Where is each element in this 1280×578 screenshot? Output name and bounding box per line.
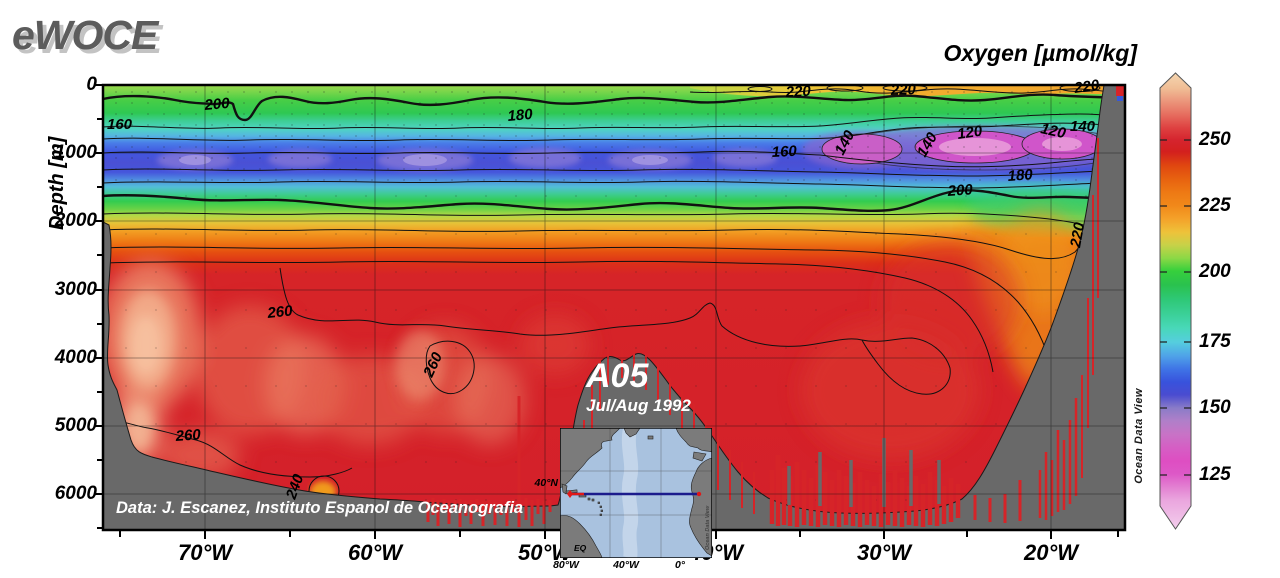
contour-label: 120	[1039, 120, 1068, 142]
inset-map: Ocean Data View	[560, 428, 712, 558]
contour-label: 260	[266, 302, 294, 322]
attribution: Data: J. Escanez, Instituto Espanol de O…	[116, 499, 523, 517]
inset-lon-40w: 40°W	[613, 559, 639, 571]
y-tick-1000: 1000	[54, 142, 97, 163]
inset-odv-watermark: Ocean Data View	[705, 505, 711, 550]
contour-label: 160	[771, 143, 798, 161]
cb-tick-250: 250	[1199, 129, 1231, 150]
colorbar	[1159, 72, 1192, 530]
y-tick-6000: 6000	[54, 483, 97, 504]
odv-watermark: Ocean Data View	[1133, 388, 1145, 484]
colorbar-ticks	[1160, 139, 1191, 476]
cb-tick-150: 150	[1199, 397, 1231, 418]
cb-tick-200: 200	[1199, 261, 1231, 282]
inset-lat-label: 40°N	[534, 477, 558, 489]
plot-title: Oxygen [µmol/kg]	[943, 40, 1137, 66]
section-name: A05	[585, 357, 649, 395]
station-spikes	[426, 138, 1099, 527]
contour-label: 220	[1067, 220, 1088, 249]
y-tick-5000: 5000	[54, 415, 97, 436]
inset-eq-label: EQ	[574, 543, 587, 553]
y-tick-2000: 2000	[54, 210, 97, 231]
section-date: Jul/Aug 1992	[586, 396, 691, 415]
contour-label: 220	[1072, 77, 1101, 98]
gridlines	[103, 85, 1125, 530]
cb-tick-175: 175	[1199, 331, 1231, 352]
contour-label: 120	[956, 123, 984, 143]
x-tick-60w: 60°W	[347, 540, 403, 565]
x-tick-20w: 20°W	[1023, 540, 1079, 565]
cb-tick-225: 225	[1199, 195, 1231, 216]
cb-tick-125: 125	[1199, 464, 1231, 485]
contour-lines	[103, 85, 1125, 507]
contour-label: 260	[174, 426, 202, 445]
contour-label: 220	[890, 81, 917, 99]
contour-label: 200	[203, 95, 231, 114]
inset-lon-0: 0°	[674, 559, 686, 571]
contour-label: 180	[1007, 166, 1034, 185]
cruise-track	[567, 490, 702, 498]
contour-label: 180	[507, 106, 534, 125]
contour-label: 140	[1070, 118, 1096, 135]
inset-lon-80w: 80°W	[553, 559, 579, 571]
contour-label: 160	[107, 116, 133, 133]
y-tick-4000: 4000	[54, 347, 97, 368]
y-tick-0: 0	[86, 74, 97, 95]
y-tick-3000: 3000	[54, 279, 97, 300]
contour-label: 220	[784, 83, 812, 101]
ewoce-logo: eWOCE	[12, 12, 158, 58]
contour-label: 200	[946, 181, 974, 200]
land-masses	[560, 428, 712, 558]
x-tick-70w: 70°W	[177, 540, 233, 565]
x-tick-30w: 30°W	[856, 540, 912, 565]
